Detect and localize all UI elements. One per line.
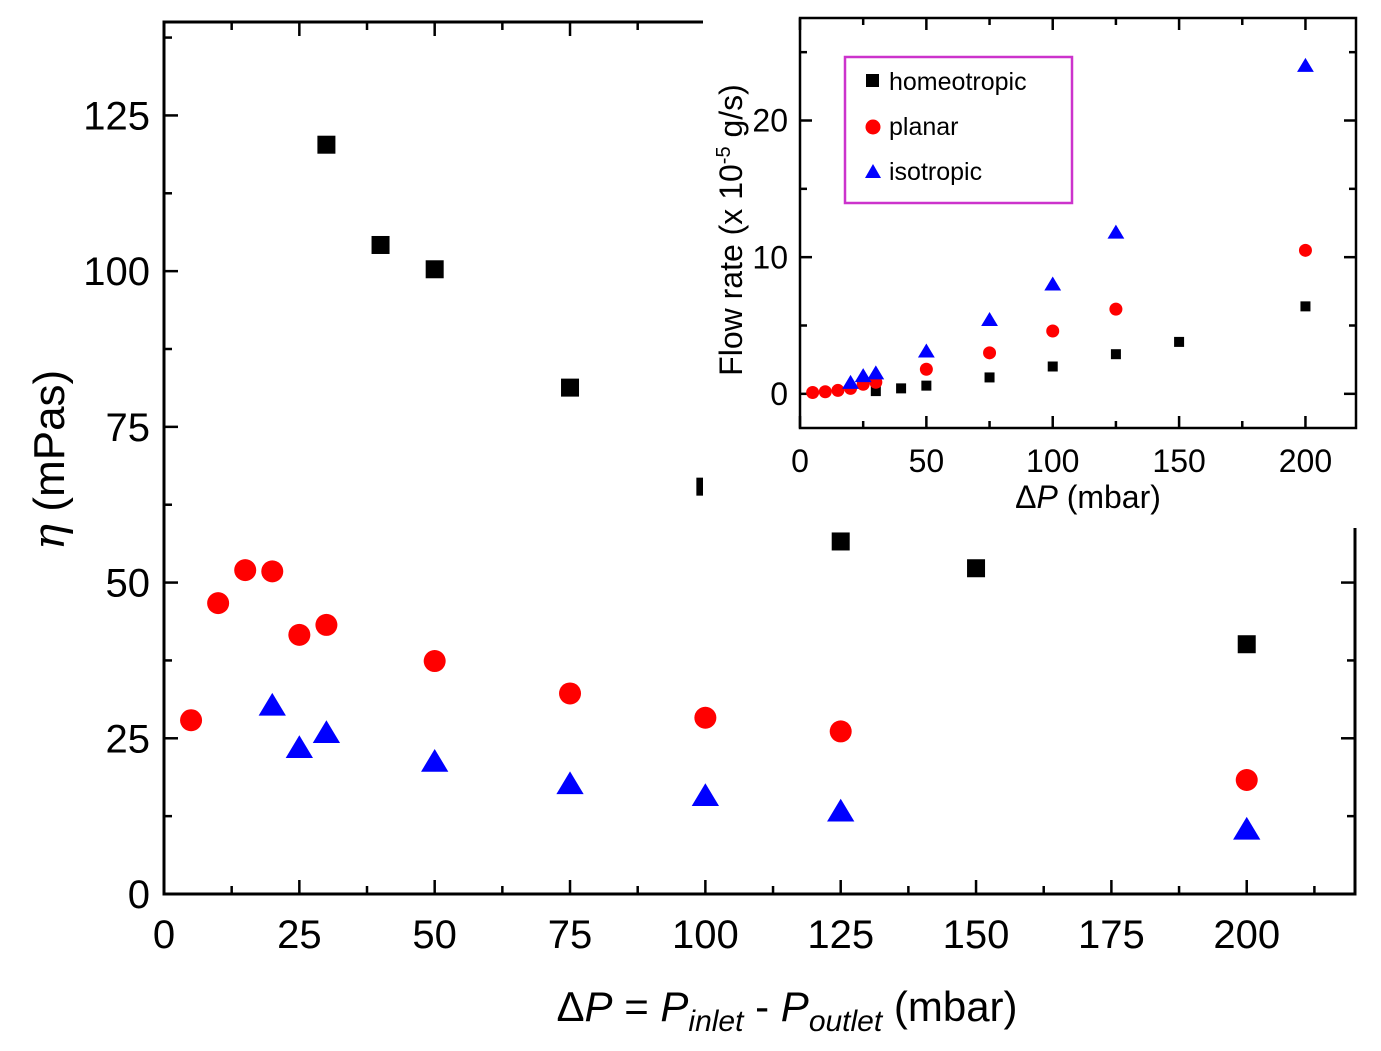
- inset-y-tick-label: 20: [752, 103, 788, 139]
- main-point-planar: [261, 560, 284, 583]
- main-x-tick-label: 0: [153, 913, 175, 957]
- main-point-isotropic: [827, 798, 855, 822]
- main-y-tick-label: 100: [83, 250, 150, 294]
- legend-marker-planar: [865, 119, 881, 135]
- main-y-axis-title: η (mPas): [24, 370, 75, 550]
- main-point-homeotropic: [317, 135, 336, 154]
- main-point-isotropic: [691, 783, 720, 806]
- inset-x-tick-label: 200: [1279, 443, 1332, 479]
- main-point-homeotropic: [967, 559, 986, 578]
- main-point-homeotropic: [1237, 635, 1256, 654]
- inset-legend: homeotropic planar isotropic: [843, 55, 1074, 205]
- inset-axis-ticks: [798, 18, 1356, 428]
- inset-point-isotropic: [854, 368, 872, 383]
- inset-point-isotropic: [981, 312, 998, 327]
- inset-point-homeotropic: [984, 372, 995, 383]
- main-point-isotropic: [421, 748, 449, 772]
- inset-x-tick-label: 50: [909, 443, 945, 479]
- main-x-tick-label: 125: [807, 913, 874, 957]
- inset-point-isotropic: [1297, 57, 1314, 72]
- main-x-tick-label: 50: [412, 913, 457, 957]
- main-point-planar: [234, 559, 257, 582]
- main-point-isotropic: [1233, 816, 1261, 840]
- main-point-planar: [559, 682, 582, 705]
- main-data-points: [180, 135, 1261, 840]
- inset-x-tick-label: 150: [1152, 443, 1205, 479]
- main-x-tick-label: 150: [943, 913, 1010, 957]
- main-y-tick-label: 125: [83, 94, 150, 138]
- inset-point-planar: [919, 362, 933, 376]
- inset-plot-frame: [798, 16, 1358, 430]
- main-x-axis-title: ΔP = Pinlet - Poutlet (mbar): [556, 983, 1017, 1038]
- inset-x-axis-title: ΔP (mbar): [1015, 479, 1161, 515]
- main-y-tick-label: 75: [106, 406, 151, 450]
- main-point-planar: [1235, 769, 1258, 792]
- main-point-planar: [829, 720, 852, 743]
- inset-point-isotropic: [1044, 276, 1062, 291]
- main-point-planar: [288, 623, 311, 646]
- legend-label-homeotropic: homeotropic: [889, 68, 1027, 96]
- inset-point-homeotropic: [921, 380, 932, 391]
- inset-point-planar: [831, 383, 845, 397]
- main-x-tick-label: 25: [277, 913, 322, 957]
- main-point-homeotropic: [561, 378, 580, 397]
- main-x-tick-label: 175: [1078, 913, 1145, 957]
- main-x-tick-label: 200: [1213, 913, 1280, 957]
- legend-label-planar: planar: [889, 113, 959, 141]
- main-point-isotropic: [285, 735, 313, 759]
- inset-point-homeotropic: [1047, 361, 1058, 372]
- inset-point-homeotropic: [1174, 336, 1185, 347]
- legend-frame: [843, 55, 1074, 205]
- inset-point-planar: [983, 346, 997, 360]
- inset-y-axis-title: Flow rate (x 10-5 g/s): [713, 84, 749, 376]
- main-x-tick-label: 75: [548, 913, 593, 957]
- main-y-tick-label: 25: [106, 717, 151, 761]
- inset-point-isotropic: [1107, 224, 1125, 239]
- main-y-tick-label: 0: [128, 873, 150, 917]
- legend-marker-isotropic: [865, 164, 881, 178]
- main-point-homeotropic: [425, 260, 444, 279]
- main-point-isotropic: [312, 720, 341, 744]
- inset-point-homeotropic: [1110, 349, 1121, 360]
- legend-marker-homeotropic: [866, 74, 879, 87]
- inset-point-planar: [806, 385, 820, 399]
- main-point-homeotropic: [831, 532, 850, 551]
- inset-y-tick-label: 10: [752, 239, 788, 275]
- inset-point-isotropic: [917, 343, 935, 358]
- inset-point-homeotropic: [896, 383, 907, 394]
- main-point-isotropic: [258, 692, 286, 716]
- inset-point-planar: [1109, 302, 1123, 316]
- main-y-tick-label: 50: [106, 562, 151, 606]
- main-point-planar: [694, 706, 717, 729]
- inset-x-tick-label: 100: [1026, 443, 1079, 479]
- main-point-planar: [180, 709, 203, 732]
- inset-data-points: [806, 57, 1314, 399]
- inset-point-planar: [1046, 324, 1060, 338]
- inset-point-isotropic: [842, 374, 859, 389]
- inset-point-planar: [818, 385, 832, 399]
- main-point-isotropic: [556, 771, 584, 795]
- inset-point-isotropic: [867, 365, 885, 380]
- legend-label-isotropic: isotropic: [889, 158, 982, 186]
- inset-tick-labels: 0 50 100 150 200 0 10 20: [752, 103, 1332, 479]
- main-point-homeotropic: [371, 235, 390, 254]
- inset-y-tick-label: 0: [770, 376, 788, 412]
- inset-point-planar: [1298, 243, 1312, 257]
- inset-x-tick-label: 0: [791, 443, 809, 479]
- main-x-tick-label: 100: [672, 913, 739, 957]
- main-point-planar: [423, 650, 446, 673]
- inset-point-homeotropic: [870, 386, 881, 397]
- main-point-planar: [207, 592, 230, 615]
- inset-point-homeotropic: [1300, 301, 1311, 312]
- main-point-planar: [315, 613, 338, 636]
